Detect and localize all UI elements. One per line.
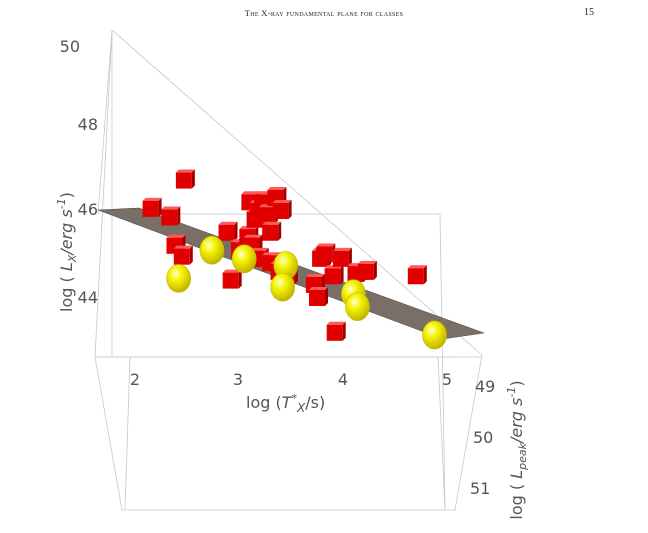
box-edge-front (94, 354, 483, 511)
data-point-cube (272, 200, 292, 219)
data-point-cube (357, 260, 377, 280)
data-point-sphere (270, 272, 295, 302)
data-point-cube (309, 287, 328, 306)
y-axis-label: log ( LX/erg s-1) (55, 192, 79, 312)
page-number: 15 (584, 7, 594, 18)
box-edge-top (111, 29, 483, 356)
z-axis-label: log ( Lpeak/erg s-1) (505, 380, 529, 519)
x-tick-3: 3 (233, 370, 243, 389)
z-tick-51: 51 (470, 479, 490, 498)
data-point-cube (332, 247, 352, 267)
data-point-sphere (166, 264, 191, 293)
z-ticks: 49 50 51 (470, 377, 495, 498)
z-tick-49: 49 (475, 377, 495, 396)
x-axis-label: log (T*X/s) (246, 392, 325, 415)
data-point-cube (222, 269, 242, 289)
data-point-cube (175, 169, 195, 189)
data-point-cube (142, 197, 162, 217)
x-ticks: 2 3 4 5 (130, 370, 452, 389)
z-axis-label-group: log ( Lpeak/erg s-1) (505, 380, 529, 519)
x-tick-5: 5 (442, 370, 452, 389)
x-tick-2: 2 (130, 370, 140, 389)
z-tick-50: 50 (473, 428, 493, 447)
y-axis-label-group: log ( LX/erg s-1) (55, 192, 79, 312)
data-point-sphere (199, 235, 225, 265)
y-tick-44: 44 (78, 288, 98, 307)
bounding-box (94, 29, 483, 511)
x-tick-4: 4 (338, 370, 348, 389)
box-edge-right (439, 213, 446, 511)
data-point-cube (407, 265, 427, 285)
y-ticks: 50 48 46 44 (60, 37, 98, 307)
y-tick-50: 50 (60, 37, 80, 56)
data-point-cube (326, 321, 346, 341)
y-tick-46: 46 (78, 200, 98, 219)
page-header: The X-ray fundamental plane for classes … (0, 0, 648, 24)
data-markers (142, 169, 447, 350)
data-point-sphere (345, 292, 370, 322)
data-point-cube (218, 221, 238, 241)
y-tick-48: 48 (78, 115, 98, 134)
data-point-sphere (231, 244, 257, 274)
data-point-cube (262, 221, 282, 241)
box-edge-x5 (437, 356, 446, 511)
data-point-cube (316, 243, 336, 263)
box-edge-diag (94, 29, 113, 358)
data-point-sphere (422, 320, 447, 350)
data-point-cube (324, 265, 344, 285)
box-edge-inner (97, 29, 113, 215)
running-title: The X-ray fundamental plane for classes (244, 8, 404, 18)
box-edge-side (124, 356, 131, 511)
data-point-cube (173, 245, 193, 265)
data-point-cube (161, 206, 181, 226)
